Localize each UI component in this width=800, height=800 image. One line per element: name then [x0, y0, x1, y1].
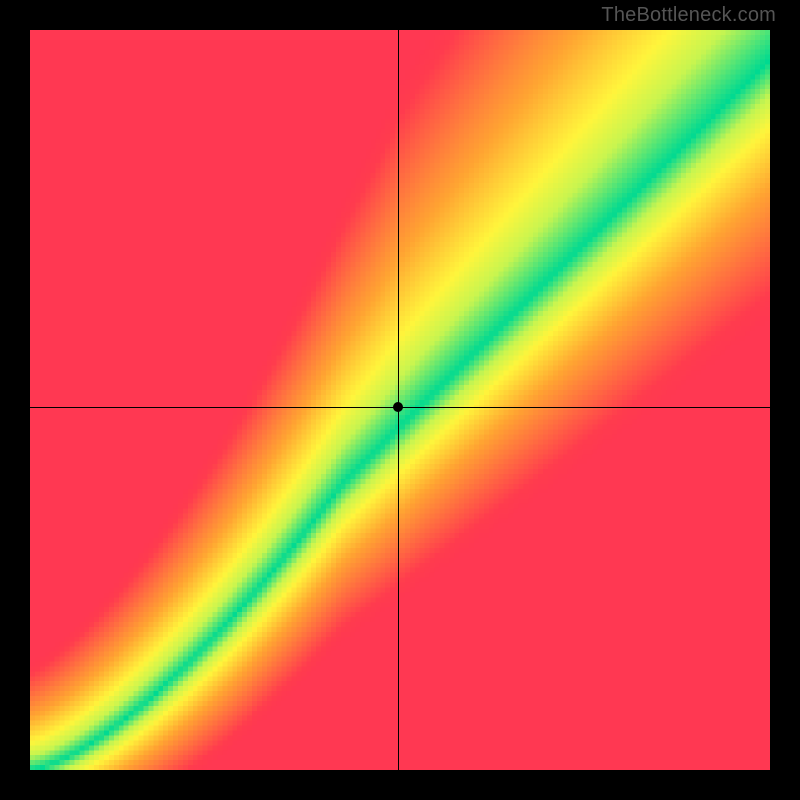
heatmap-plot-area	[30, 30, 770, 770]
heatmap-canvas	[30, 30, 770, 770]
crosshair-vertical	[398, 30, 399, 770]
crosshair-marker[interactable]	[393, 402, 403, 412]
watermark-text: TheBottleneck.com	[601, 4, 776, 27]
